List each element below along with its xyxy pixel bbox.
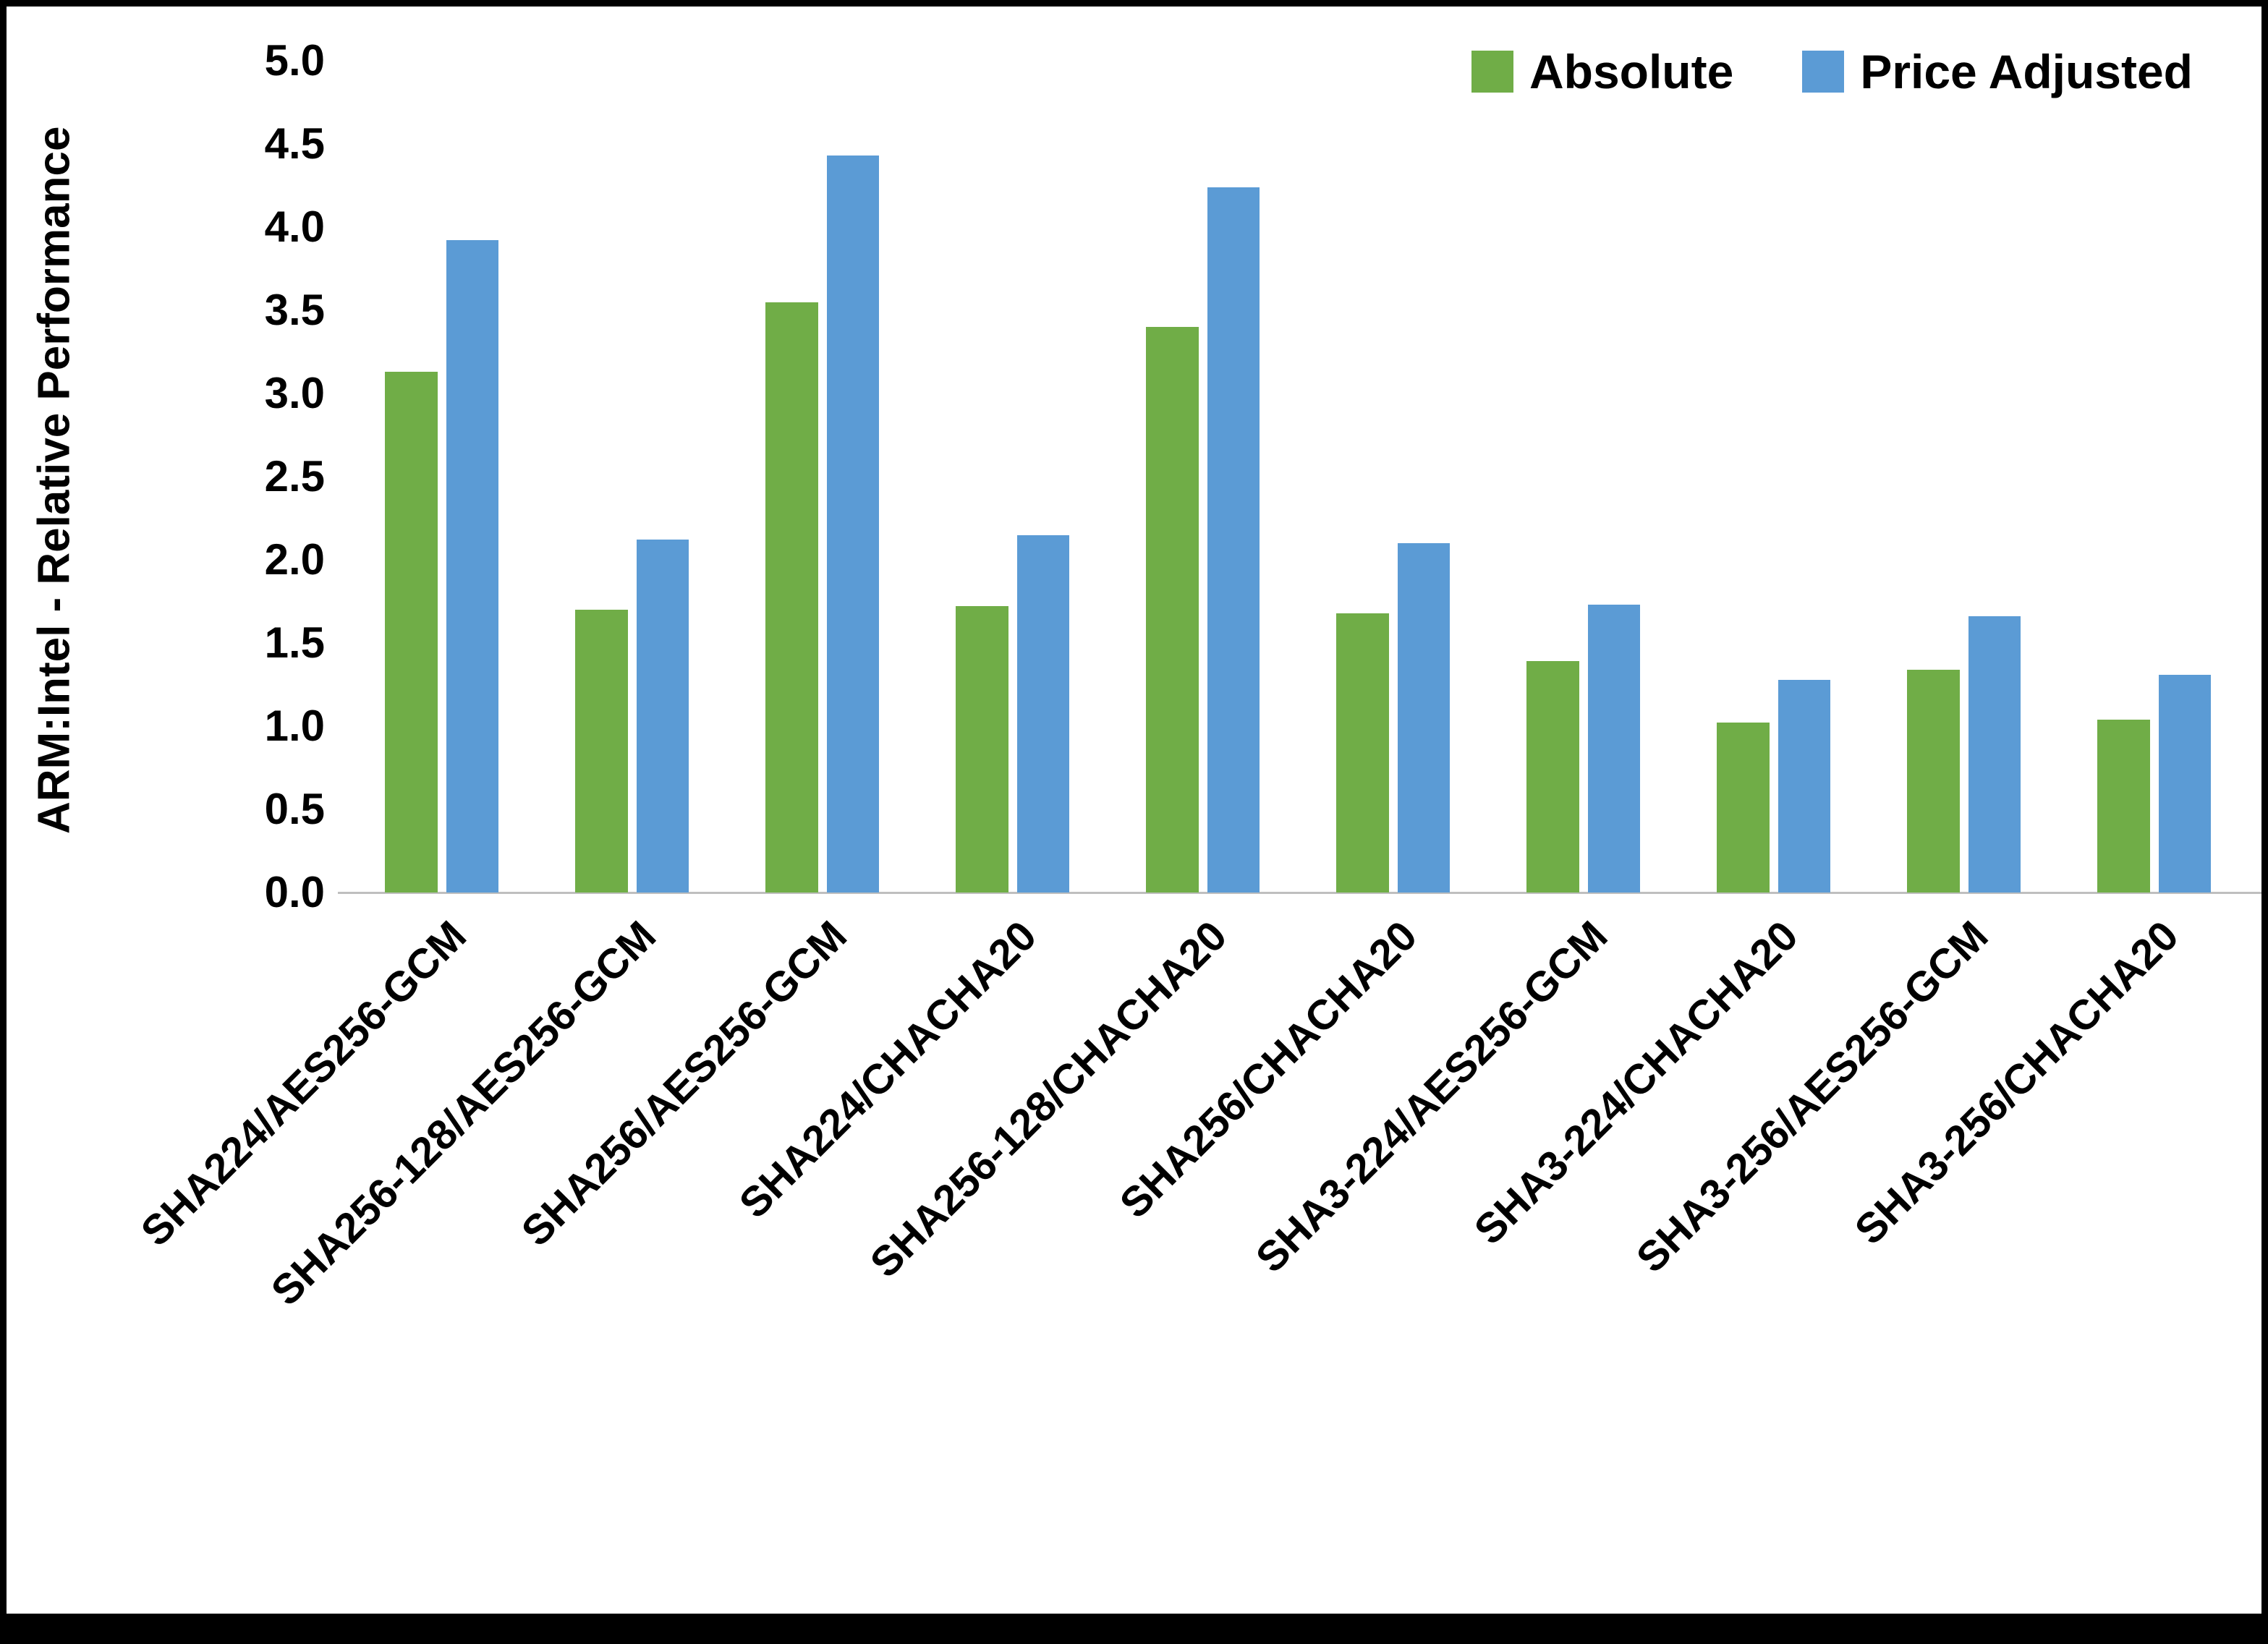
bar-price-adjusted	[1778, 679, 1830, 893]
bar-group	[727, 61, 917, 893]
y-tick-label: 4.0	[264, 203, 325, 251]
bar-absolute	[1907, 669, 1960, 893]
x-tick-label: SHA256-128/CHACHA20	[861, 912, 1236, 1287]
bar-group	[1678, 61, 1869, 893]
legend-swatch-icon	[1471, 51, 1513, 93]
x-tick-label: SHA3-224/AES256-GCM	[1246, 912, 1617, 1282]
y-tick-label: 2.0	[264, 535, 325, 584]
y-tick-label: 1.0	[264, 702, 325, 750]
y-axis-ticks: 0.0 0.5 1.0 1.5 2.0 2.5 3.0 3.5 4.0 4.5 5.0	[115, 39, 325, 914]
legend-item-absolute: Absolute	[1471, 44, 1733, 99]
bar-group	[1108, 61, 1298, 893]
bar-absolute	[1336, 613, 1389, 893]
bar-absolute	[2097, 719, 2150, 893]
y-tick-label: 3.0	[264, 369, 325, 417]
bar-group	[347, 61, 537, 893]
y-tick-label: 0.5	[264, 785, 325, 833]
x-tick-label: SHA3-256/AES256-GCM	[1627, 912, 1997, 1282]
bar-absolute	[1526, 661, 1579, 893]
legend-item-price-adjusted: Price Adjusted	[1802, 44, 2193, 99]
x-axis-line	[338, 892, 2261, 894]
legend-swatch-icon	[1802, 51, 1845, 93]
legend: Absolute Price Adjusted	[1471, 44, 2193, 99]
plot-area	[338, 61, 2261, 894]
bar-group	[537, 61, 727, 893]
y-tick-label: 0.0	[264, 868, 325, 916]
y-axis-title: ARM:Intel - Relative Performance	[29, 126, 80, 835]
bar-group	[2059, 61, 2249, 893]
bar-absolute	[765, 302, 818, 893]
x-tick-label: SHA256-128/AES256-GCM	[262, 912, 666, 1315]
bar-price-adjusted	[636, 540, 689, 893]
bar-absolute	[575, 610, 628, 893]
x-axis-labels: SHA224/AES256-GCM SHA256-128/AES256-GCM SH…	[132, 912, 2249, 1563]
bar-price-adjusted	[446, 240, 498, 893]
x-tick-label: SHA256/AES256-GCM	[511, 912, 856, 1256]
bar-group	[1488, 61, 1678, 893]
bar-group	[1869, 61, 2059, 893]
x-tick-label: SHA3-224/CHACHA20	[1465, 912, 1807, 1254]
bar-group	[1298, 61, 1488, 893]
x-tick-label: SHA3-256/CHACHA20	[1846, 912, 2188, 1254]
y-tick-label: 2.5	[264, 452, 325, 501]
y-tick-label: 4.5	[264, 119, 325, 168]
bar-price-adjusted	[1587, 605, 1640, 893]
y-tick-label: 3.5	[264, 286, 325, 334]
y-tick-label: 1.5	[264, 618, 325, 667]
bar-price-adjusted	[1207, 187, 1260, 893]
bar-price-adjusted	[1968, 616, 2021, 893]
y-tick-label: 5.0	[264, 36, 325, 85]
bar-price-adjusted	[826, 156, 879, 893]
bar-price-adjusted	[1016, 534, 1069, 893]
bar-absolute	[1717, 723, 1770, 893]
bar-price-adjusted	[2158, 674, 2211, 893]
bar-absolute	[1146, 327, 1199, 893]
bars-container	[347, 61, 2249, 893]
bar-absolute	[956, 606, 1008, 893]
legend-label: Price Adjusted	[1860, 45, 2193, 98]
bar-price-adjusted	[1397, 543, 1450, 893]
bar-absolute	[385, 372, 438, 893]
legend-label: Absolute	[1529, 45, 1734, 98]
bar-group	[917, 61, 1108, 893]
x-tick-label: SHA224/AES256-GCM	[131, 912, 475, 1256]
